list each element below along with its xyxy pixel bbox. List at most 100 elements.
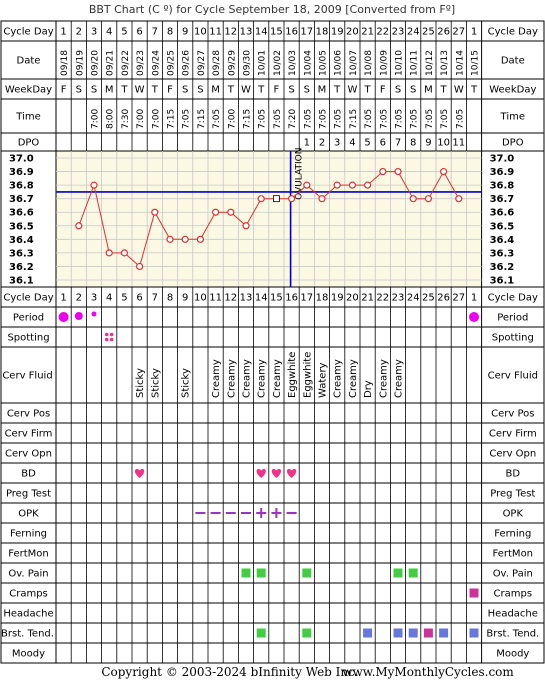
- row-label-left: BD: [21, 469, 36, 480]
- spotting-mark: [109, 332, 114, 337]
- temp-point: [455, 195, 463, 203]
- row-label-left: Cerv Fluid: [2, 371, 52, 382]
- time-label: 7:00: [136, 109, 146, 129]
- time-label: 7:05: [212, 109, 222, 129]
- time-label: 7:05: [364, 109, 374, 129]
- cycle_day-label: 10: [194, 27, 207, 38]
- y-tick-label-left: 36.8: [9, 181, 34, 192]
- date-label: 10/15: [471, 50, 481, 76]
- cycle_day-label: 24: [407, 27, 420, 38]
- time-label: 7:05: [425, 109, 435, 129]
- temp-point: [424, 195, 432, 203]
- y-tick-label-right: 36.6: [490, 208, 515, 219]
- weekday-label: T: [151, 85, 159, 96]
- row-label-left: Cerv Opn: [5, 449, 52, 460]
- cerv-fluid-label: Eggwhite: [302, 352, 313, 398]
- row-label-right: Moody: [496, 649, 529, 660]
- time-label: 7:05: [379, 109, 389, 129]
- date-label: 10/01: [258, 50, 268, 76]
- cycle-day-label: 25: [422, 293, 435, 304]
- symptom-mark: [393, 628, 403, 638]
- date-label: 09/23: [136, 50, 146, 76]
- cycle_day-label: 25: [422, 27, 435, 38]
- row-label-right: Period: [497, 313, 528, 324]
- cycle-day-label: 21: [361, 293, 374, 304]
- cycle-day-label: 14: [255, 293, 268, 304]
- weekday-label: S: [182, 85, 188, 96]
- date-label: 09/29: [227, 50, 237, 76]
- cycle-day-label: 1: [471, 293, 477, 304]
- cycle_day-label: 14: [255, 27, 268, 38]
- cycle-day-label: 3: [91, 293, 97, 304]
- row-label-right: Brst. Tend.: [486, 629, 539, 640]
- ovulation-label: OVULATION: [295, 148, 305, 200]
- header-label-left: Cycle Day: [3, 27, 53, 38]
- bd-heart-icon: [256, 468, 266, 478]
- weekday-label: W: [241, 85, 251, 96]
- cycle-day-label: 26: [437, 293, 450, 304]
- cerv-fluid-label: Dry: [363, 380, 374, 398]
- row-label-right: Cerv Firm: [489, 429, 537, 440]
- row-label-right: Cerv Opn: [489, 449, 536, 460]
- time-label: 7:05: [273, 109, 283, 129]
- row-label-left: Headache: [3, 609, 53, 620]
- time-label: 7:00: [151, 109, 161, 129]
- spotting-mark: [104, 332, 109, 337]
- cycle_day-label: 11: [209, 27, 222, 38]
- row-label-left: Moody: [12, 649, 45, 660]
- weekday-label: T: [227, 85, 235, 96]
- date-label: 09/26: [182, 50, 192, 76]
- temp-point: [136, 262, 144, 271]
- temp-point: [90, 181, 98, 189]
- symptom-mark: [241, 568, 251, 578]
- row-label-right: Cerv Fluid: [488, 371, 538, 382]
- date-label: 10/13: [440, 50, 450, 76]
- cerv-fluid-label: Creamy: [348, 359, 359, 398]
- dpo-label: 7: [395, 138, 401, 149]
- weekday-label: F: [274, 85, 280, 96]
- temp-point: [379, 167, 387, 176]
- header-label-right: DPO: [502, 138, 524, 149]
- cycle-day-label: 1: [60, 293, 66, 304]
- cycle_day-label: 13: [240, 27, 253, 38]
- y-tick-label-right: 36.7: [490, 194, 515, 205]
- temp-point: [440, 167, 448, 176]
- weekday-label: M: [105, 85, 114, 96]
- cycle-day-label: 12: [224, 293, 237, 304]
- time-label: 7:15: [349, 109, 359, 129]
- header-label-right: WeekDay: [489, 85, 536, 96]
- y-tick-label-left: 36.1: [9, 276, 34, 287]
- time-label: 7:05: [182, 109, 192, 129]
- cycle-day-label: 23: [392, 293, 405, 304]
- weekday-label: S: [304, 85, 310, 96]
- temp-point: [288, 195, 296, 203]
- cycle_day-label: 1: [60, 27, 66, 38]
- date-label: 09/18: [60, 50, 70, 76]
- row-label-left: FertMon: [8, 549, 48, 560]
- weekday-label: F: [167, 85, 173, 96]
- y-tick-label-left: 36.4: [9, 235, 34, 246]
- footer-site[interactable]: www.MyMonthlyCycles.com: [342, 665, 514, 679]
- cerv-fluid-label: Creamy: [242, 359, 253, 398]
- y-tick-label-left: 36.5: [9, 221, 34, 232]
- y-tick-label-right: 36.9: [490, 167, 515, 178]
- cycle_day-label: 15: [270, 27, 283, 38]
- date-label: 10/09: [379, 50, 389, 76]
- symptom-mark: [363, 628, 373, 638]
- cycle-day-label: 27: [452, 293, 465, 304]
- row-label-left: Cerv Pos: [7, 409, 50, 420]
- date-label: 10/10: [395, 50, 405, 76]
- cycle-day-label: 8: [167, 293, 173, 304]
- cycle_day-label: 6: [136, 27, 142, 38]
- weekday-label: F: [61, 85, 67, 96]
- date-label: 10/04: [303, 50, 313, 76]
- symptom-mark: [408, 568, 418, 578]
- row-label-left: Brst. Tend.: [1, 629, 54, 640]
- cycle-day-label: 9: [182, 293, 188, 304]
- date-label: 09/22: [121, 50, 131, 76]
- cerv-fluid-label: Creamy: [257, 359, 268, 398]
- date-label: 10/07: [349, 50, 359, 76]
- spotting-mark: [104, 337, 109, 342]
